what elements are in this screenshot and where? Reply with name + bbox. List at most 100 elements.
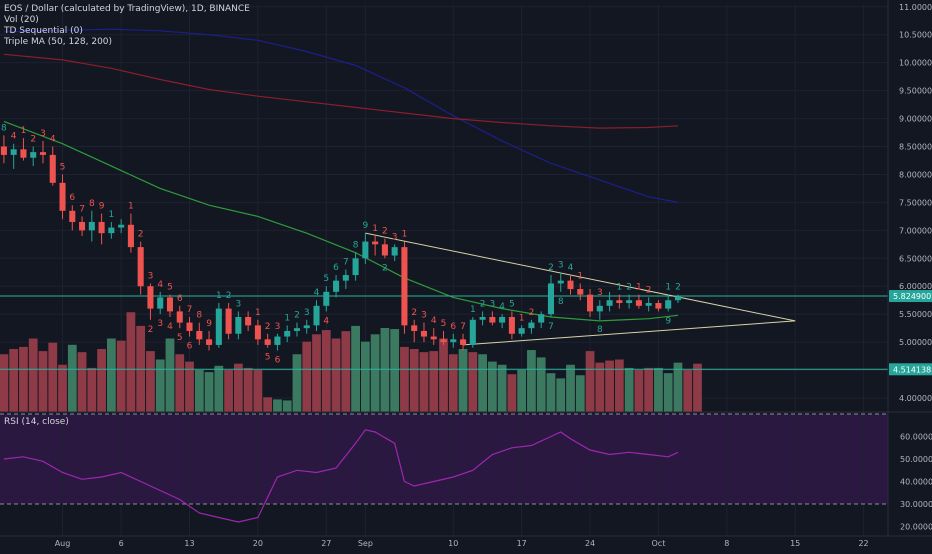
- candle-body: [587, 294, 594, 312]
- candle-body: [469, 319, 476, 345]
- volume-bar: [683, 370, 693, 412]
- candle-body: [59, 182, 66, 211]
- td-sequential-label: 5: [509, 299, 515, 309]
- rsi-title[interactable]: RSI (14, close): [4, 417, 69, 427]
- candle-body: [127, 224, 134, 248]
- x-tick-label: 10: [448, 539, 458, 548]
- study-vol[interactable]: Vol (20): [4, 15, 39, 25]
- rsi-tick-label: 30.0000: [900, 500, 932, 509]
- volume-bar: [243, 367, 253, 412]
- candle-body: [88, 221, 95, 231]
- td-sequential-label: 1: [577, 271, 583, 281]
- td-sequential-label: 8: [597, 325, 603, 335]
- volume-bar: [38, 351, 48, 412]
- candle-body: [196, 330, 203, 340]
- study-triple-ma[interactable]: Triple MA (50, 128, 200): [4, 37, 113, 47]
- chart-title[interactable]: EOS / Dollar (calculated by TradingView)…: [4, 4, 250, 14]
- candle-body: [352, 258, 359, 276]
- volume-bar: [370, 334, 380, 412]
- candle-body: [626, 300, 633, 304]
- candle-body: [645, 303, 652, 306]
- study-td-sequential[interactable]: TD Sequential (0): [4, 26, 83, 36]
- candle-body: [655, 303, 662, 309]
- rsi-tick-label: 20.0000: [900, 523, 932, 532]
- td-sequential-label: 2: [529, 308, 535, 318]
- td-sequential-label: 6: [177, 294, 183, 304]
- volume-bar: [360, 341, 370, 412]
- candle-body: [616, 300, 623, 304]
- candle-body: [264, 339, 271, 345]
- td-sequential-label: 4: [431, 316, 437, 326]
- candle-body: [147, 286, 154, 309]
- volume-bar: [468, 352, 478, 412]
- volume-bar: [155, 359, 165, 412]
- candle-body: [206, 339, 213, 345]
- td-sequential-label: 1: [519, 313, 525, 323]
- x-tick-label: 27: [321, 539, 331, 548]
- volume-bar: [273, 399, 282, 412]
- td-sequential-label: 2: [382, 227, 388, 237]
- td-sequential-label: 9: [362, 221, 368, 231]
- td-sequential-label: 3: [157, 319, 163, 329]
- volume-bar: [204, 372, 214, 412]
- volume-bar: [478, 354, 487, 412]
- volume-bar: [458, 349, 468, 412]
- td-sequential-label: 8: [353, 241, 359, 251]
- candle-body: [362, 241, 369, 259]
- td-sequential-label: 4: [157, 280, 163, 290]
- candle-body: [333, 280, 340, 292]
- td-sequential-label: 3: [597, 288, 603, 298]
- td-sequential-label: 3: [235, 299, 241, 309]
- candle-body: [98, 221, 105, 234]
- volume-bar: [28, 338, 38, 412]
- td-sequential-label: 8: [558, 297, 564, 307]
- volume-bar: [263, 397, 273, 412]
- candle-body: [508, 316, 515, 334]
- candle-body: [430, 336, 437, 340]
- volume-bar: [390, 329, 400, 412]
- candle-body: [479, 316, 486, 320]
- td-sequential-label: 3: [148, 271, 154, 281]
- volume-bar: [507, 374, 517, 412]
- candle-body: [30, 152, 37, 158]
- candle-body: [313, 305, 320, 326]
- volume-bar: [380, 328, 390, 412]
- candle-body: [557, 280, 564, 284]
- candle-body: [284, 330, 291, 337]
- td-sequential-label: 6: [275, 356, 281, 366]
- td-sequential-label: 2: [148, 325, 154, 335]
- candle-body: [567, 280, 574, 290]
- volume-bar: [185, 361, 194, 412]
- candle-body: [499, 316, 506, 323]
- candle-body: [10, 149, 17, 155]
- volume-bar: [634, 370, 644, 412]
- candle-body: [69, 210, 76, 222]
- candle-body: [577, 289, 584, 295]
- td-sequential-label: 7: [548, 322, 554, 332]
- candle-body: [235, 316, 242, 334]
- candle-body: [401, 247, 408, 326]
- volume-bar: [194, 370, 204, 412]
- volume-bar: [116, 340, 126, 412]
- candle-body: [186, 322, 193, 331]
- candle-body: [674, 296, 681, 301]
- y-tick-label: 8.500000: [899, 143, 932, 152]
- td-sequential-label: 3: [489, 299, 495, 309]
- td-sequential-label: 1: [470, 305, 476, 315]
- x-tick-label: Aug: [55, 539, 71, 548]
- td-sequential-label: 5: [323, 274, 329, 284]
- x-tick-label: Oct: [652, 539, 666, 548]
- candle-body: [547, 283, 554, 315]
- candle-body: [137, 247, 144, 287]
- td-sequential-label: 5: [177, 333, 183, 343]
- td-sequential-label: 1: [372, 224, 378, 234]
- td-sequential-label: 3: [392, 232, 398, 242]
- td-sequential-label: 8: [196, 311, 202, 321]
- volume-bar: [654, 367, 663, 412]
- td-sequential-label: 3: [40, 129, 46, 139]
- candle-body: [20, 149, 27, 158]
- td-sequential-label: 2: [480, 299, 486, 309]
- td-sequential-label: 1: [108, 210, 114, 220]
